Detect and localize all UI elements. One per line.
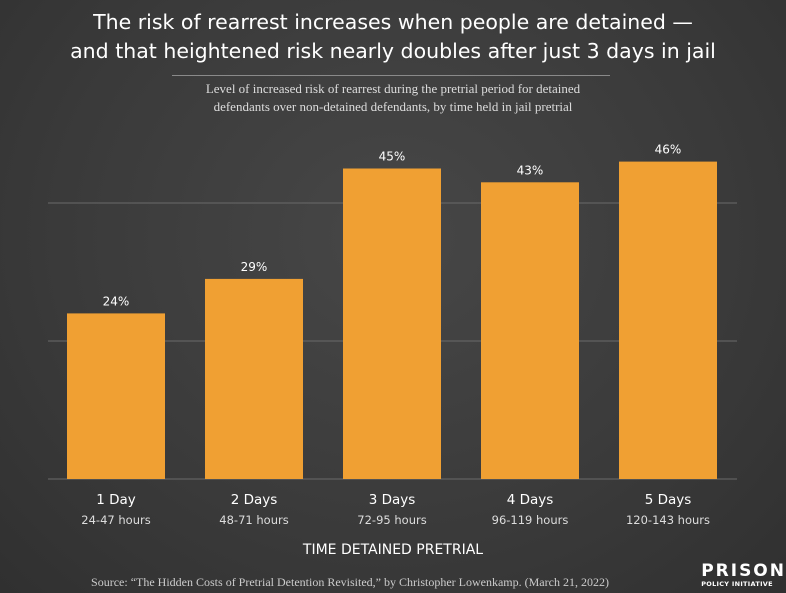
data-label-5: 46%	[655, 143, 682, 157]
bar-2	[205, 278, 303, 479]
x-tick-sublabel-5: 120-143 hours	[626, 513, 710, 527]
source-note: Source: “The Hidden Costs of Pretrial De…	[91, 575, 609, 589]
data-label-2: 29%	[241, 260, 268, 274]
title-divider	[172, 75, 610, 76]
data-label-4: 43%	[517, 163, 544, 177]
data-label-1: 24%	[103, 294, 130, 308]
logo-line-1: PRISON	[701, 561, 786, 581]
x-tick-label-3: 3 Days	[369, 492, 416, 508]
subtitle-line-1: Level of increased risk of rearrest duri…	[205, 81, 581, 96]
prison-policy-initiative-logo: PRISON POLICY INITIATIVE	[701, 562, 786, 588]
subtitle-line-2: defendants over non-detained defendants,…	[213, 99, 573, 114]
bar-4	[481, 182, 579, 480]
x-tick-label-5: 5 Days	[645, 492, 692, 508]
title-line-1: The risk of rearrest increases when peop…	[93, 10, 693, 34]
bar-1	[67, 313, 165, 479]
bar-3	[343, 168, 441, 479]
x-tick-label-1: 1 Day	[96, 492, 136, 508]
bar-5	[619, 161, 717, 479]
chart-title: The risk of rearrest increases when peop…	[0, 8, 786, 66]
x-axis-title: TIME DETAINED PRETRIAL	[302, 542, 484, 558]
chart-subtitle: Level of increased risk of rearrest duri…	[0, 80, 786, 116]
title-line-2: and that heightened risk nearly doubles …	[70, 39, 716, 63]
x-tick-label-4: 4 Days	[507, 492, 554, 508]
x-tick-sublabel-3: 72-95 hours	[357, 513, 426, 527]
x-tick-sublabel-4: 96-119 hours	[492, 513, 569, 527]
x-tick-sublabel-2: 48-71 hours	[219, 513, 288, 527]
logo-line-2: POLICY INITIATIVE	[701, 580, 773, 588]
data-label-3: 45%	[379, 150, 406, 164]
x-tick-sublabel-1: 24-47 hours	[81, 513, 150, 527]
x-tick-label-2: 2 Days	[231, 492, 278, 508]
